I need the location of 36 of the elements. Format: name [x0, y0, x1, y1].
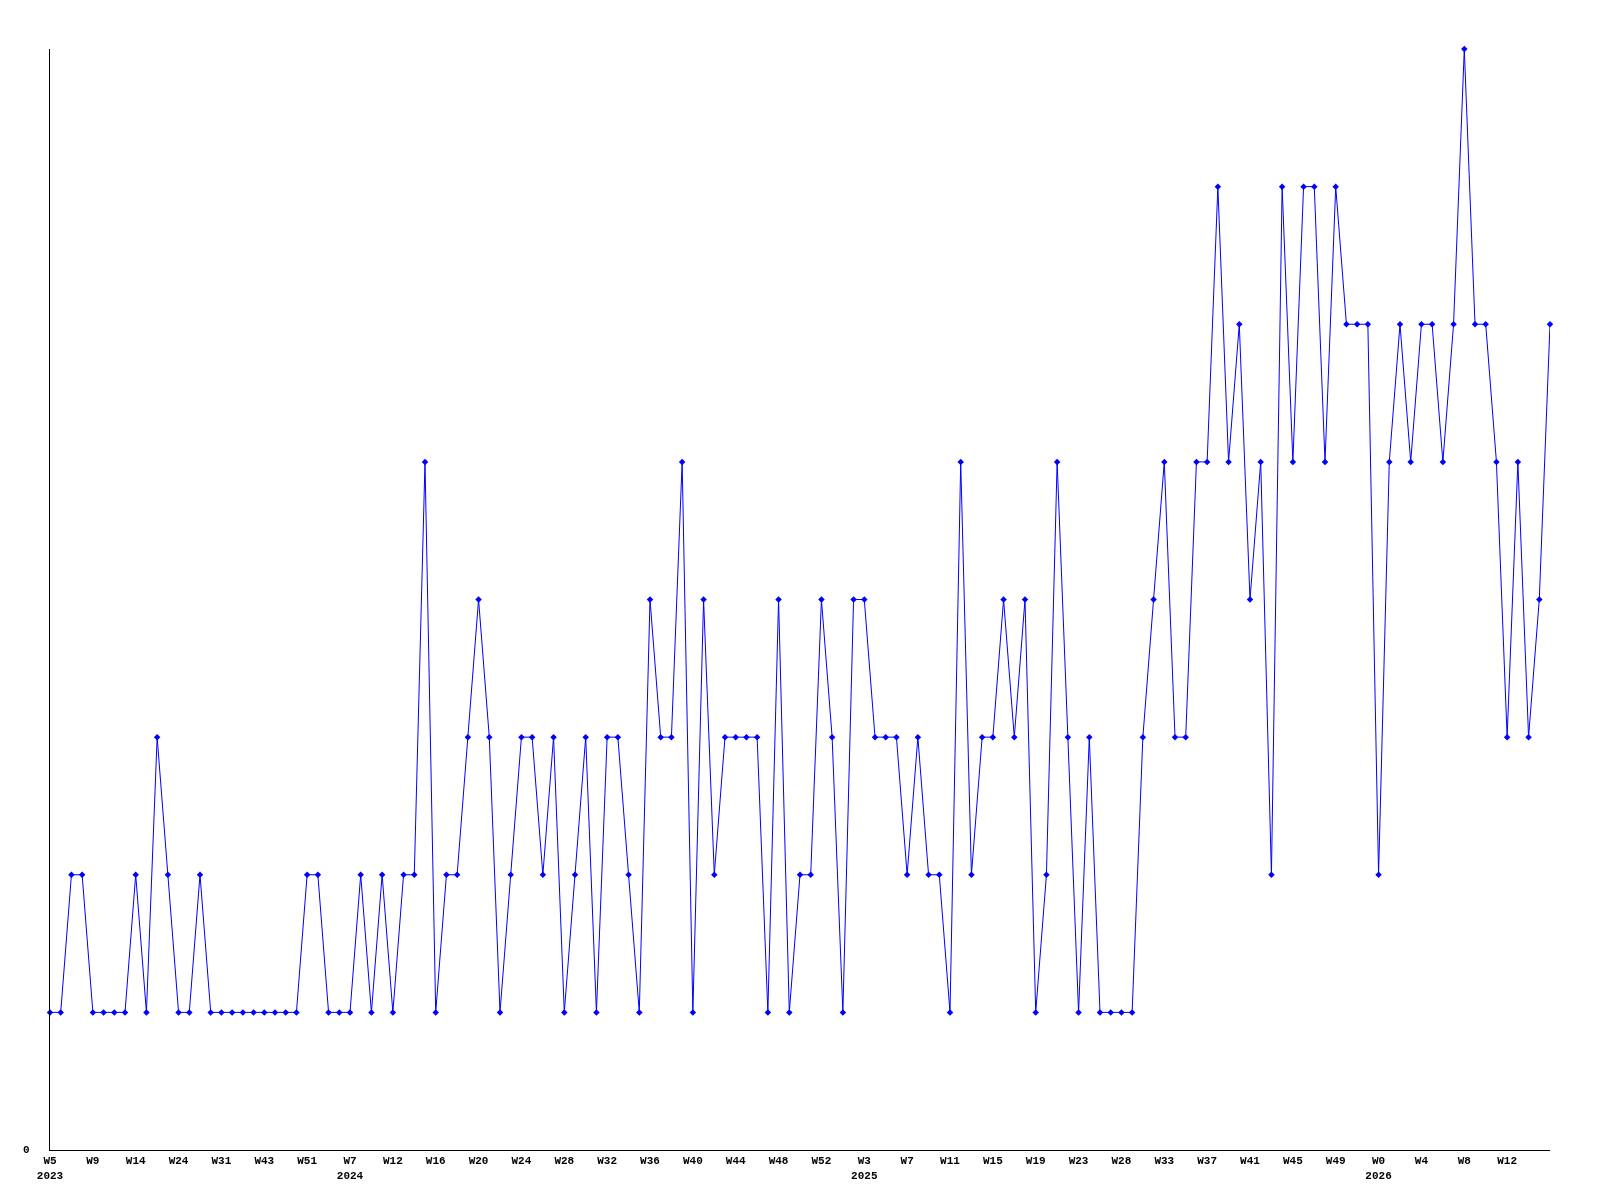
x-tick-label: W32 — [597, 1155, 618, 1168]
x-tick-label: W28 — [554, 1155, 575, 1168]
x-tick-label: W20 — [468, 1155, 489, 1168]
x-tick-label: W12 — [382, 1155, 403, 1168]
x-tick-label: W41 — [1240, 1155, 1261, 1168]
x-tick-label: W5 2023 — [36, 1155, 64, 1182]
x-tick-label: W12 — [1497, 1155, 1518, 1168]
x-tick-label: W37 — [1197, 1155, 1218, 1168]
x-tick-label: W15 — [982, 1155, 1004, 1168]
x-tick-label: W4 — [1414, 1155, 1429, 1168]
x-tick-label: W45 — [1282, 1155, 1304, 1168]
x-tick-label: W7 2024 — [336, 1155, 364, 1182]
x-tick-label: W43 — [254, 1155, 275, 1168]
x-tick-label: W31 — [211, 1155, 232, 1168]
text: 0 — [23, 1144, 30, 1156]
x-tick-label: W3 2025 — [851, 1155, 878, 1182]
x-tick-label: W16 — [425, 1155, 446, 1168]
x-tick-label: W52 — [811, 1155, 832, 1168]
x-tick-label: W33 — [1154, 1155, 1175, 1168]
x-tick-label: W48 — [768, 1155, 789, 1168]
x-tick-label: W40 — [682, 1155, 703, 1168]
x-tick-label: W24 — [168, 1155, 189, 1168]
x-tick-label: W49 — [1325, 1155, 1346, 1168]
x-tick-label: W8 — [1457, 1155, 1472, 1168]
x-tick-label: W51 — [297, 1155, 318, 1168]
x-tick-label: W11 — [940, 1155, 961, 1168]
x-tick-label: W24 — [511, 1155, 532, 1168]
x-tick-label: W9 — [86, 1155, 100, 1168]
x-tick-label: W0 2026 — [1365, 1155, 1392, 1182]
x-tick-label: W7 — [900, 1155, 914, 1168]
x-tick-label: W44 — [725, 1155, 747, 1168]
x-tick-label: W23 — [1068, 1155, 1089, 1168]
x-tick-label: W14 — [125, 1155, 147, 1168]
x-tick-label: W36 — [640, 1155, 660, 1168]
x-tick-label: W28 — [1111, 1155, 1132, 1168]
x-tick-label: W19 — [1025, 1155, 1046, 1168]
